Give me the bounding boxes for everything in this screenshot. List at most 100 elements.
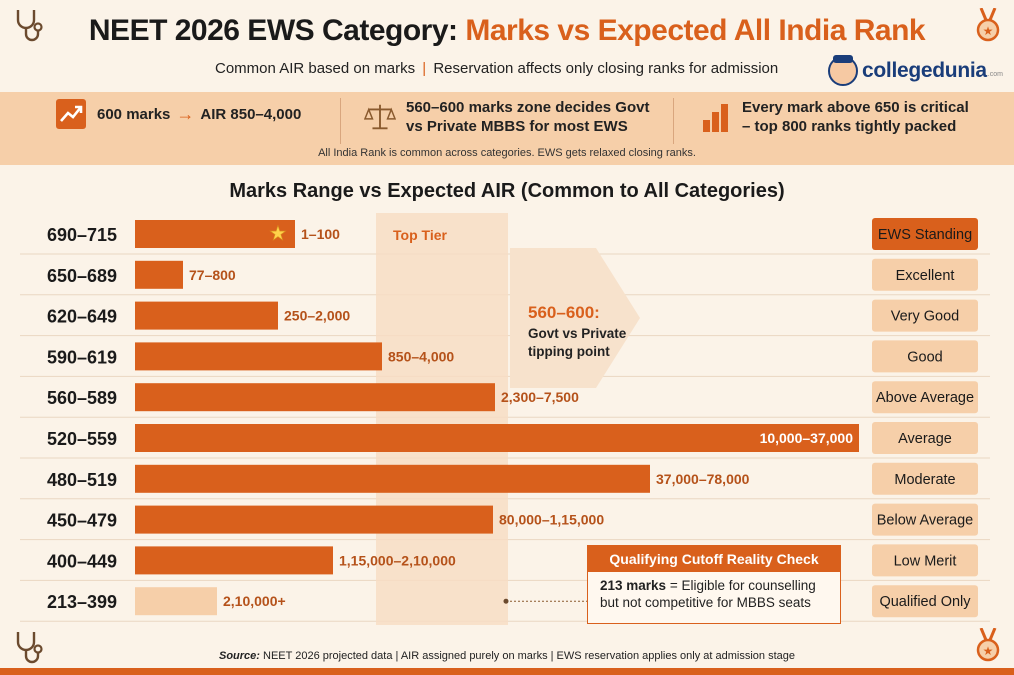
marks-range-label: 400–449: [47, 551, 117, 571]
logo-text: collegedunia: [862, 59, 987, 82]
air-range-label: 37,000–78,000: [656, 471, 750, 487]
standing-label: Very Good: [891, 309, 960, 325]
air-bar: [135, 424, 859, 452]
air-bar: [135, 505, 493, 534]
banner-item2-line1: 560–600 marks zone decides Govt: [406, 99, 650, 116]
banner-item1-value: AIR 850–4,000: [200, 105, 302, 123]
banner-item-600-marks: 600 marks → AIR 850–4,000: [55, 98, 301, 130]
standing-label: Good: [907, 349, 942, 365]
marks-range-label: 650–689: [47, 266, 117, 286]
marks-range-label: 520–559: [47, 429, 117, 449]
standing-label: EWS Standing: [878, 227, 972, 243]
air-bar: [135, 464, 650, 493]
tipping-point-line1: Govt vs Private: [528, 326, 627, 341]
star-icon: ★: [269, 223, 287, 245]
banner-note: All India Rank is common across categori…: [318, 147, 696, 159]
standing-label: Below Average: [877, 513, 973, 529]
air-range-label: 850–4,000: [388, 348, 454, 364]
subtitle-left: Common AIR based on marks: [215, 60, 416, 77]
air-range-label: 2,10,000+: [223, 593, 286, 609]
callout-leader-line: [503, 598, 587, 604]
stethoscope-icon: [16, 632, 43, 664]
logo-mascot-icon: [828, 55, 858, 86]
air-range-label: 77–800: [189, 267, 236, 283]
subtitle-right: Reservation affects only closing ranks f…: [433, 60, 779, 77]
standing-label: Average: [898, 431, 952, 447]
standing-label: Above Average: [876, 390, 974, 406]
chart-rows: 690–715 1–100 EWS Standing 650–689 77–800 Exc…: [47, 218, 978, 618]
banner-divider: [673, 98, 674, 144]
banner-item-tipping-zone: 560–600 marks zone decides Govt vs Priva…: [364, 98, 649, 136]
standing-pill: [872, 462, 978, 495]
callout-text1: = Eligible for counselling: [669, 578, 816, 593]
air-range-label: 10,000–37,000: [760, 430, 854, 446]
source-text: NEET 2026 projected data | AIR assigned …: [263, 650, 795, 662]
callout-body: 213 marks = Eligible for counselling but…: [588, 572, 840, 616]
marks-range-label: 450–479: [47, 511, 117, 531]
air-bar: [135, 383, 495, 412]
stethoscope-icon: [16, 10, 43, 42]
tipping-point-title: 560–600:: [528, 303, 600, 322]
standing-pill: [872, 340, 978, 373]
air-bar: [135, 587, 217, 616]
arrow-right-icon: →: [176, 103, 195, 124]
source-label: Source:: [219, 650, 260, 662]
standing-pill: [872, 544, 978, 577]
callout-bold: 213 marks: [600, 578, 667, 593]
qualifying-cutoff-callout: Qualifying Cutoff Reality Check 213 mark…: [587, 545, 841, 624]
banner-item3-line1: Every mark above 650 is critical: [742, 99, 969, 116]
leader-dot: [503, 598, 509, 604]
marks-range-label: 560–589: [47, 388, 117, 408]
tipping-point-line2: tipping point: [528, 344, 610, 359]
medal-icon: ★: [976, 628, 1000, 662]
standing-label: Excellent: [896, 268, 955, 284]
standing-pill: [872, 258, 978, 291]
marks-range-label: 620–649: [47, 307, 117, 327]
svg-text:★: ★: [983, 24, 994, 38]
chart-title: Marks Range vs Expected AIR (Common to A…: [229, 180, 785, 202]
collegedunia-logo: collegedunia .com: [828, 55, 1003, 86]
banner-item-critical-marks: Every mark above 650 is critical – top 8…: [700, 98, 969, 136]
title-main: NEET 2026 EWS Category:: [88, 14, 458, 47]
trend-up-icon: [55, 98, 87, 130]
banner-divider: [340, 98, 341, 144]
air-bar: [135, 301, 278, 330]
standing-pill: [872, 218, 978, 250]
key-facts-banner: [0, 92, 1014, 165]
banner-item1-label: 600 marks: [97, 105, 171, 123]
standing-pill: [872, 299, 978, 332]
callout-title: Qualifying Cutoff Reality Check: [588, 546, 840, 572]
air-range-label: 250–2,000: [284, 308, 350, 324]
air-range-label: 1,15,000–2,10,000: [339, 552, 456, 568]
air-bar: [135, 260, 183, 289]
top-tier-band: [376, 213, 508, 625]
scales-icon: [364, 101, 396, 133]
footer-accent-bar: [0, 668, 1014, 675]
air-range-label: 1–100: [301, 226, 340, 242]
standing-pill: [872, 503, 978, 536]
bar-chart-icon: [700, 101, 732, 133]
standing-pill: [872, 585, 978, 618]
source-footer: Source: NEET 2026 projected data | AIR a…: [0, 650, 1014, 662]
top-tier-label: Top Tier: [393, 227, 447, 243]
subtitle: Common AIR based on marks | Reservation …: [215, 60, 778, 77]
air-bar: [135, 342, 382, 371]
air-bar: [135, 220, 295, 248]
air-range-label: 2,300–7,500: [501, 389, 579, 405]
marks-range-label: 480–519: [47, 470, 117, 490]
standing-pill: [872, 422, 978, 454]
banner-item2-line2: vs Private MBBS for most EWS: [406, 118, 628, 135]
subtitle-separator: |: [422, 60, 427, 77]
air-bar: [135, 546, 333, 575]
banner-item3-line2: – top 800 ranks tightly packed: [742, 118, 957, 135]
standing-label: Low Merit: [894, 553, 957, 569]
medal-icon: ★: [976, 8, 1000, 42]
page-title: NEET 2026 EWS Category: Marks vs Expecte…: [0, 14, 1014, 48]
marks-range-label: 590–619: [47, 347, 117, 367]
air-range-label: 80,000–1,15,000: [499, 512, 604, 528]
marks-range-label: 690–715: [47, 225, 117, 245]
title-accent: Marks vs Expected All India Rank: [465, 14, 926, 47]
standing-pill: [872, 381, 978, 414]
svg-text:★: ★: [983, 644, 994, 658]
